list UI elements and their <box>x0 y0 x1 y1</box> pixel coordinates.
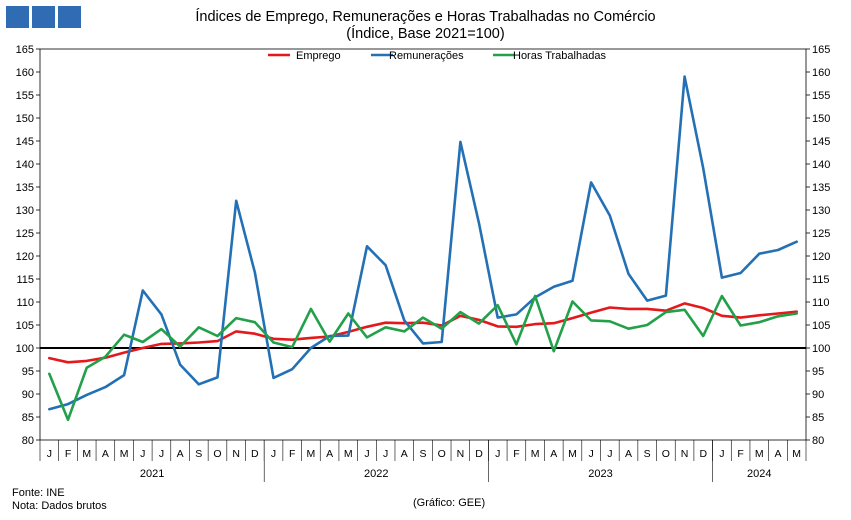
y-tick-label-right: 145 <box>812 136 830 148</box>
y-tick-label-left: 125 <box>16 228 34 240</box>
x-month-label: A <box>102 448 109 460</box>
x-month-label: D <box>699 448 707 460</box>
x-month-label: D <box>251 448 259 460</box>
y-tick-label-left: 115 <box>16 274 34 286</box>
y-tick-label-left: 150 <box>16 113 34 125</box>
y-tick-label-left: 155 <box>16 90 34 102</box>
y-tick-label-right: 125 <box>812 228 830 240</box>
x-month-label: F <box>65 448 71 460</box>
y-tick-label-right: 105 <box>812 320 830 332</box>
x-month-label: A <box>326 448 333 460</box>
logo-block <box>32 6 55 28</box>
y-tick-label-left: 90 <box>22 389 34 401</box>
y-tick-label-left: 120 <box>16 251 34 263</box>
x-month-label: O <box>662 448 670 460</box>
x-month-label: J <box>383 448 388 460</box>
x-month-label: A <box>774 448 781 460</box>
chart-title: Índices de Emprego, Remunerações e Horas… <box>195 9 656 25</box>
legend-label: Emprego <box>296 50 341 62</box>
chart-title-block: Índices de Emprego, Remunerações e Horas… <box>0 9 851 43</box>
y-tick-label-right: 80 <box>812 435 824 447</box>
x-month-label: F <box>289 448 295 460</box>
y-tick-label-right: 150 <box>812 113 830 125</box>
y-tick-label-left: 85 <box>22 412 34 424</box>
y-tick-label-right: 115 <box>812 274 830 286</box>
y-tick-label-left: 145 <box>16 136 34 148</box>
logo-block <box>6 6 29 28</box>
x-month-label: N <box>681 448 689 460</box>
x-year-label: 2023 <box>588 468 612 480</box>
x-month-label: F <box>513 448 519 460</box>
y-tick-label-right: 155 <box>812 90 830 102</box>
y-tick-label-right: 85 <box>812 412 824 424</box>
x-month-label: J <box>589 448 594 460</box>
x-month-label: A <box>550 448 557 460</box>
x-month-label: S <box>644 448 651 460</box>
y-tick-label-left: 105 <box>16 320 34 332</box>
y-tick-label-right: 135 <box>812 182 830 194</box>
x-month-label: M <box>307 448 316 460</box>
y-tick-label-left: 130 <box>16 205 34 217</box>
x-month-label: J <box>47 448 52 460</box>
x-year-label: 2024 <box>747 468 771 480</box>
y-tick-label-right: 100 <box>812 343 830 355</box>
x-month-label: J <box>719 448 724 460</box>
x-month-label: O <box>438 448 446 460</box>
legend-label: Horas Trabalhadas <box>513 50 606 62</box>
y-tick-label-right: 130 <box>812 205 830 217</box>
y-tick-label-left: 95 <box>22 366 34 378</box>
y-tick-label-left: 135 <box>16 182 34 194</box>
x-month-label: F <box>737 448 743 460</box>
y-tick-label-right: 165 <box>812 44 830 56</box>
source-note: Fonte: INE <box>12 487 65 499</box>
x-month-label: M <box>755 448 764 460</box>
x-month-label: M <box>120 448 129 460</box>
y-tick-label-left: 80 <box>22 435 34 447</box>
brand-logo <box>6 6 81 28</box>
x-month-label: J <box>271 448 276 460</box>
y-tick-label-left: 110 <box>16 297 34 309</box>
y-tick-label-left: 165 <box>16 44 34 56</box>
x-month-label: S <box>195 448 202 460</box>
x-month-label: M <box>82 448 91 460</box>
y-tick-label-right: 95 <box>812 366 824 378</box>
x-month-label: A <box>625 448 632 460</box>
series-line-emprego <box>47 302 799 364</box>
series-line-remunera-es <box>47 75 799 411</box>
x-month-label: M <box>344 448 353 460</box>
legend-label: Remunerações <box>389 50 464 62</box>
x-month-label: M <box>531 448 540 460</box>
data-note: Nota: Dados brutos <box>12 500 107 512</box>
x-month-label: J <box>140 448 145 460</box>
x-month-label: D <box>475 448 483 460</box>
x-month-label: M <box>792 448 801 460</box>
y-tick-label-right: 110 <box>812 297 830 309</box>
series-line-horas-trabalhadas <box>47 294 799 422</box>
x-month-label: J <box>364 448 369 460</box>
x-month-label: J <box>159 448 164 460</box>
y-tick-label-left: 160 <box>16 67 34 79</box>
x-month-label: A <box>401 448 408 460</box>
x-month-label: N <box>457 448 465 460</box>
plot-frame <box>39 48 807 441</box>
chart-subtitle: (Índice, Base 2021=100) <box>346 26 505 42</box>
x-month-label: M <box>568 448 577 460</box>
y-tick-label-right: 120 <box>812 251 830 263</box>
logo-block <box>58 6 81 28</box>
x-month-label: N <box>232 448 240 460</box>
y-tick-label-left: 100 <box>16 343 34 355</box>
y-tick-label-left: 140 <box>16 159 34 171</box>
x-year-label: 2021 <box>140 468 164 480</box>
y-tick-label-right: 90 <box>812 389 824 401</box>
x-month-label: A <box>177 448 184 460</box>
y-tick-label-right: 140 <box>812 159 830 171</box>
x-month-label: J <box>607 448 612 460</box>
chart-credit: (Gráfico: GEE) <box>413 497 486 509</box>
x-year-label: 2022 <box>364 468 388 480</box>
x-month-label: S <box>419 448 426 460</box>
y-tick-label-right: 160 <box>812 67 830 79</box>
x-month-label: J <box>495 448 500 460</box>
x-month-label: O <box>213 448 221 460</box>
